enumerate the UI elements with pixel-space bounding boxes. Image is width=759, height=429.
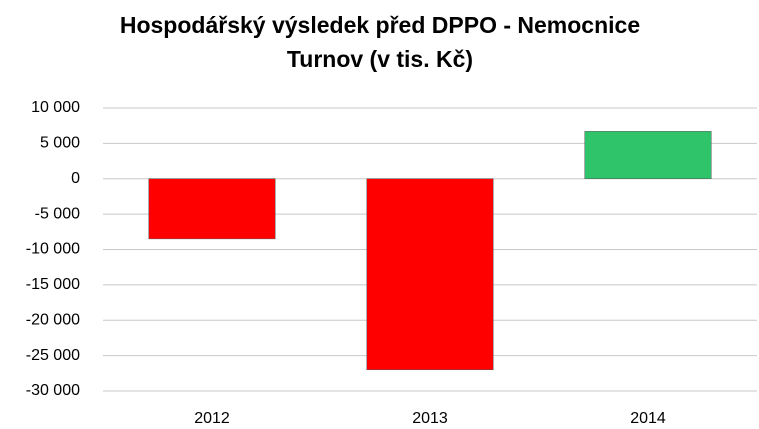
y-tick-label: -30 000 (26, 382, 80, 399)
y-tick-label: -5 000 (35, 205, 80, 222)
y-tick-label: -15 000 (26, 276, 80, 293)
bar (148, 178, 276, 240)
y-tick-label: -25 000 (26, 347, 80, 364)
y-tick-label: -20 000 (26, 311, 80, 328)
y-tick-label: 10 000 (31, 99, 80, 116)
x-tick-label: 2014 (630, 410, 666, 427)
x-tick-label: 2012 (194, 410, 230, 427)
y-tick-label: 5 000 (40, 135, 80, 152)
bar (584, 131, 712, 180)
y-tick-label: -10 000 (26, 241, 80, 258)
y-tick-label: 0 (71, 170, 80, 187)
chart-title: Hospodářský výsledek před DPPO - Nemocni… (119, 12, 641, 72)
bar (366, 178, 494, 371)
x-tick-label: 2013 (412, 410, 448, 427)
